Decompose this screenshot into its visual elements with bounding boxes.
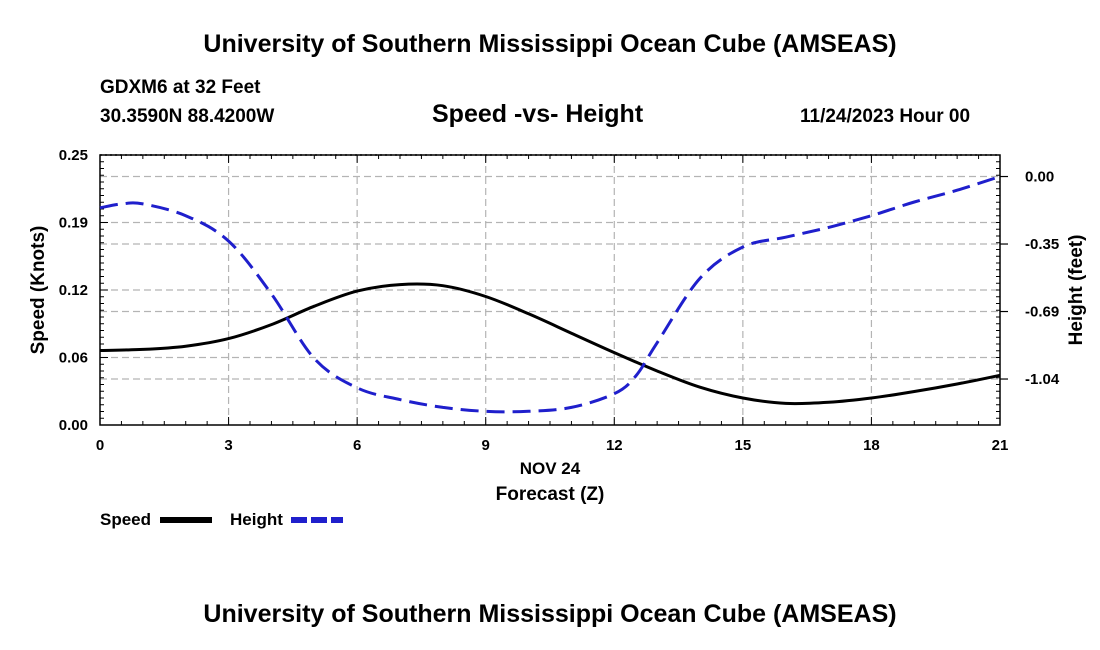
chart-title: Speed -vs- Height [432,100,644,128]
grid [100,155,1000,425]
y-tick-label-right: -1.04 [1025,371,1060,388]
series-lines [99,175,1001,414]
x-tick-label: 18 [863,437,880,454]
y-tick-label-right: -0.35 [1025,236,1059,253]
y-tick-label-left: 0.12 [59,282,88,299]
y-axis-title-right: Height (feet) [1066,235,1087,346]
y-tick-label-left: 0.25 [59,147,88,164]
main-title: University of Southern Mississippi Ocean… [203,30,897,58]
x-tick-label: 21 [992,437,1009,454]
series-line-speed [99,282,1001,406]
y-tick-label-left: 0.19 [59,215,88,232]
legend-speed-label: Speed [100,510,152,529]
y-tick-label-right: -0.69 [1025,304,1059,321]
x-tick-label: 0 [96,437,104,454]
axes: 0 3 6 9 12 15 18 21 0.00 0.06 0.12 0.19 0.25 0.00 -0.3… [59,147,1060,454]
coordinates-label: 30.3590N 88.4200W [100,106,275,127]
x-axis-title: Forecast (Z) [496,484,605,505]
x-tick-label: 15 [735,437,752,454]
datetime-label: 11/24/2023 Hour 00 [800,106,971,127]
series-line-height [99,175,1001,414]
x-tick-label: 9 [482,437,490,454]
x-tick-label: 6 [353,437,361,454]
y-tick-label-left: 0.06 [59,350,88,367]
legend-height-label: Height [230,510,283,529]
y-axis-title-left: Speed (Knots) [28,226,49,355]
legend-height-swatch [291,517,343,523]
x-tick-label: 12 [606,437,623,454]
y-tick-label-right: 0.00 [1025,169,1054,186]
footer-title: University of Southern Mississippi Ocean… [203,600,897,628]
x-tick-label: 3 [224,437,232,454]
legend-speed-swatch [160,517,212,523]
station-label: GDXM6 at 32 Feet [100,77,261,98]
y-tick-label-left: 0.00 [59,417,88,434]
x-axis-date-label: NOV 24 [520,459,581,478]
axis-labels: NOV 24 Forecast (Z) Speed (Knots) Height… [28,226,1087,505]
